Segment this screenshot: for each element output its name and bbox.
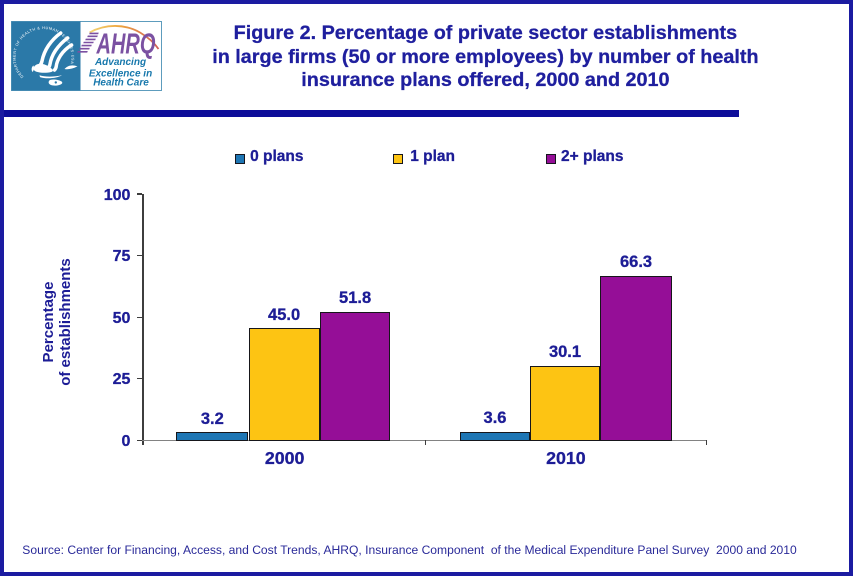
svg-text:Health Care: Health Care bbox=[93, 78, 149, 89]
svg-text:Excellence in: Excellence in bbox=[89, 68, 152, 79]
svg-text:Advancing: Advancing bbox=[94, 57, 146, 68]
svg-text:AHRQ: AHRQ bbox=[96, 28, 156, 61]
